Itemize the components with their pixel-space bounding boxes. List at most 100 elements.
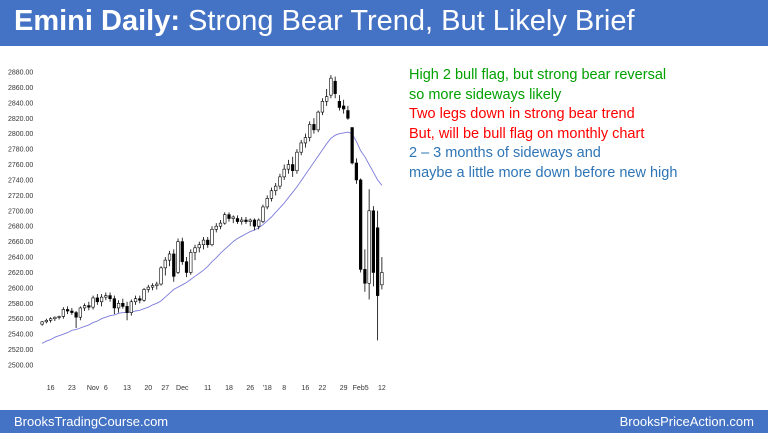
candle-body bbox=[40, 321, 44, 325]
note-line-3: Two legs down in strong bear trend bbox=[409, 106, 635, 122]
candle-body bbox=[82, 305, 87, 309]
candle-body bbox=[108, 295, 112, 299]
candle-body bbox=[299, 142, 303, 153]
candlestick-chart: 2880.00 2860.00 2840.00 2820.00 2800.00 2780.… bbox=[0, 60, 400, 400]
candle-body bbox=[44, 319, 48, 323]
candle-body bbox=[142, 289, 146, 301]
candle-body bbox=[380, 272, 384, 286]
candle-body bbox=[337, 100, 342, 108]
candle-body bbox=[172, 253, 176, 277]
x-tick-label: 26 bbox=[246, 385, 254, 392]
candle-body bbox=[112, 298, 116, 309]
note-line-2: so more sideways likely bbox=[409, 86, 562, 103]
candle-body bbox=[78, 307, 82, 318]
candle-body bbox=[70, 310, 74, 313]
candle-body bbox=[180, 241, 184, 262]
candle-body bbox=[303, 137, 308, 144]
candle-body bbox=[133, 298, 138, 303]
x-tick-label: 29 bbox=[340, 385, 348, 392]
candle-body bbox=[257, 219, 261, 227]
candle-body bbox=[201, 239, 206, 246]
y-tick-label: 2720.00 bbox=[8, 193, 33, 200]
y-tick-label: 2520.00 bbox=[8, 347, 33, 354]
candle-body bbox=[99, 296, 104, 303]
y-tick-label: 2640.00 bbox=[8, 255, 33, 262]
candle-body bbox=[65, 309, 70, 312]
x-tick-label: 16 bbox=[47, 385, 55, 392]
title-rest: Strong Bear Trend, But Likely Brief bbox=[180, 5, 635, 37]
candle-body bbox=[325, 96, 329, 102]
y-tick-label: 2580.00 bbox=[8, 301, 33, 308]
candle-body bbox=[235, 218, 240, 222]
candle-body bbox=[316, 111, 320, 131]
candle-body bbox=[240, 219, 244, 222]
x-tick-label: 23 bbox=[68, 385, 76, 392]
candle-body bbox=[197, 244, 201, 249]
candle-body bbox=[189, 252, 193, 273]
x-tick-label: 13 bbox=[123, 385, 131, 392]
candle-body bbox=[121, 303, 125, 307]
y-tick-label: 2760.00 bbox=[8, 162, 33, 169]
candle-body bbox=[269, 190, 274, 199]
page-title: Emini Daily: Strong Bear Trend, But Like… bbox=[14, 5, 635, 38]
candle-body bbox=[295, 151, 299, 171]
candle-body bbox=[91, 297, 95, 308]
x-tick-label: Nov bbox=[87, 385, 100, 392]
x-tick-label: 27 bbox=[161, 385, 169, 392]
candle-body bbox=[116, 303, 121, 309]
candle-body bbox=[214, 225, 218, 230]
candle-body bbox=[49, 318, 53, 321]
candle-body bbox=[163, 259, 167, 269]
candle-body bbox=[354, 162, 359, 181]
x-tick-label: 6 bbox=[104, 385, 108, 392]
y-tick-label: 2800.00 bbox=[8, 131, 33, 138]
x-tick-label: 22 bbox=[319, 385, 327, 392]
candle-body bbox=[248, 219, 252, 222]
candle-body bbox=[342, 105, 346, 110]
candle-body bbox=[159, 267, 163, 285]
y-tick-label: 2660.00 bbox=[8, 239, 33, 246]
candle-body bbox=[227, 214, 231, 219]
x-tick-label: Dec bbox=[176, 385, 189, 392]
moving-average-line bbox=[41, 131, 383, 344]
x-tick-label: 8 bbox=[282, 385, 286, 392]
commentary-notes: High 2 bull flag, but strong bear revers… bbox=[409, 66, 759, 183]
y-tick-label: 2680.00 bbox=[8, 224, 33, 231]
candle-body bbox=[57, 316, 61, 318]
candle-body bbox=[155, 283, 159, 286]
candle-body bbox=[206, 239, 210, 246]
candle-body bbox=[286, 164, 291, 170]
candle-body bbox=[138, 298, 142, 301]
note-line-5: 2 – 3 months of sideways and bbox=[409, 145, 601, 161]
candle-body bbox=[367, 210, 371, 284]
candle-body bbox=[359, 179, 363, 270]
candle-body bbox=[312, 124, 316, 131]
candle-body bbox=[218, 222, 223, 227]
title-lead: Emini Daily: bbox=[14, 5, 180, 37]
note-line-1: High 2 bull flag, but strong bear revers… bbox=[409, 67, 667, 83]
candle-body bbox=[231, 216, 235, 219]
candle-body bbox=[320, 100, 325, 113]
candle-body bbox=[282, 168, 286, 178]
candle-body bbox=[363, 269, 367, 284]
candle-body bbox=[371, 210, 375, 273]
candle-body bbox=[376, 227, 380, 296]
candle-body bbox=[125, 306, 129, 313]
candle-body bbox=[193, 247, 197, 253]
candle-body bbox=[350, 127, 354, 164]
y-tick-label: 2540.00 bbox=[8, 332, 33, 339]
y-tick-label: 2840.00 bbox=[8, 100, 33, 107]
candle-body bbox=[274, 185, 278, 192]
candle-body bbox=[210, 228, 214, 246]
candle-body bbox=[261, 206, 265, 222]
y-tick-label: 2560.00 bbox=[8, 316, 33, 323]
y-tick-label: 2740.00 bbox=[8, 177, 33, 184]
x-tick-label: 18 bbox=[225, 385, 233, 392]
candle-body bbox=[308, 124, 312, 138]
y-tick-label: 2500.00 bbox=[8, 363, 33, 370]
y-tick-label: 2780.00 bbox=[8, 147, 33, 154]
candle-body bbox=[291, 164, 295, 171]
footer-right-link[interactable]: BrooksPriceAction.com bbox=[619, 414, 754, 429]
title-bar: Emini Daily: Strong Bear Trend, But Like… bbox=[0, 0, 768, 46]
footer-left-link[interactable]: BrooksTradingCourse.com bbox=[14, 414, 169, 429]
